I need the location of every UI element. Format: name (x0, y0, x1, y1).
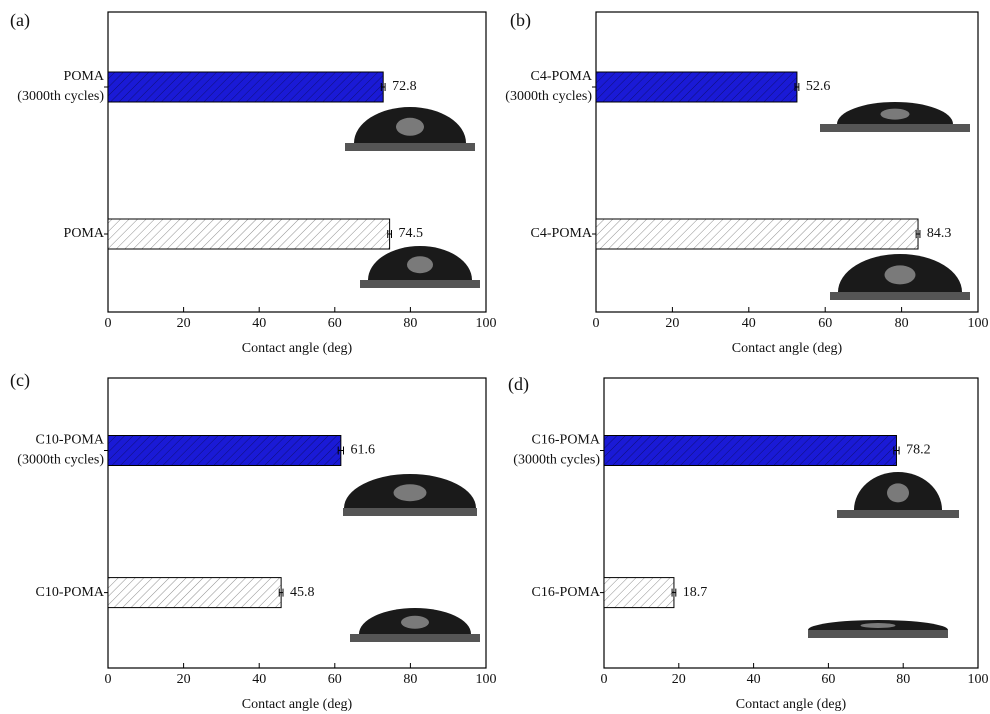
page: (a) 0 20 40 60 80 100 Contact angle (deg) 72.8 PO… (0, 0, 990, 714)
value-label: 52.6 (806, 79, 831, 94)
x-tick-label: 0 (601, 672, 608, 687)
x-tick-label: 20 (177, 672, 191, 687)
value-label: 74.5 (399, 226, 424, 241)
y-tick-label: POMA (64, 226, 105, 241)
substrate (345, 143, 475, 151)
x-tick-label: 60 (328, 672, 342, 687)
bar (596, 72, 797, 102)
x-axis-label: Contact angle (deg) (242, 341, 353, 356)
x-tick-label: 0 (105, 316, 112, 331)
y-tick-label: POMA (64, 69, 105, 84)
x-tick-label: 60 (821, 672, 835, 687)
y-tick-label: C16-POMA (532, 585, 601, 600)
x-tick-label: 40 (252, 316, 266, 331)
droplet-highlight (885, 265, 916, 284)
panel-label: (d) (508, 374, 529, 395)
value-label: 72.8 (392, 79, 417, 94)
x-tick-label: 20 (672, 672, 686, 687)
x-tick-label: 80 (896, 672, 910, 687)
bar (604, 578, 674, 608)
value-label: 84.3 (927, 226, 952, 241)
droplet-highlight (887, 483, 909, 502)
y-tick-label: C10-POMA (36, 433, 105, 448)
x-tick-label: 60 (818, 316, 832, 331)
x-tick-label: 100 (968, 672, 989, 687)
x-tick-label: 20 (177, 316, 191, 331)
y-tick-label: C16-POMA (532, 433, 601, 448)
x-tick-label: 60 (328, 316, 342, 331)
x-tick-label: 80 (403, 672, 417, 687)
bar (108, 436, 341, 466)
x-axis-label: Contact angle (deg) (732, 341, 843, 356)
substrate (837, 510, 959, 518)
x-tick-label: 80 (403, 316, 417, 331)
x-tick-label: 40 (252, 672, 266, 687)
bar (108, 578, 281, 608)
substrate (820, 124, 970, 132)
value-label: 61.6 (350, 443, 375, 458)
droplet-highlight (407, 256, 433, 273)
x-tick-label: 40 (747, 672, 761, 687)
y-tick-label: (3000th cycles) (17, 453, 104, 468)
y-tick-label: C4-POMA (531, 226, 593, 241)
substrate (808, 630, 948, 638)
bar (108, 72, 383, 102)
droplet-highlight (394, 484, 427, 501)
panel-label: (c) (10, 370, 30, 391)
x-tick-label: 40 (742, 316, 756, 331)
panel-label: (a) (10, 10, 30, 31)
x-tick-label: 0 (593, 316, 600, 331)
value-label: 45.8 (290, 585, 315, 600)
substrate (830, 292, 970, 300)
panel-label: (b) (510, 10, 531, 31)
droplet-highlight (401, 616, 429, 629)
bar (604, 436, 896, 466)
x-tick-label: 20 (665, 316, 679, 331)
droplet-highlight (881, 109, 910, 120)
y-tick-label: C10-POMA (36, 585, 105, 600)
y-tick-label: (3000th cycles) (17, 89, 104, 104)
droplet-highlight (861, 623, 896, 628)
x-tick-label: 100 (476, 672, 497, 687)
y-tick-label: (3000th cycles) (513, 453, 600, 468)
y-tick-label: C4-POMA (531, 69, 593, 84)
x-axis-label: Contact angle (deg) (242, 697, 353, 712)
x-tick-label: 100 (476, 316, 497, 331)
value-label: 78.2 (906, 443, 931, 458)
x-tick-label: 0 (105, 672, 112, 687)
figure: (a) 0 20 40 60 80 100 Contact angle (deg) 72.8 PO… (0, 0, 990, 714)
droplet-highlight (396, 118, 424, 136)
bar (596, 219, 918, 249)
y-tick-label: (3000th cycles) (505, 89, 592, 104)
bar (108, 219, 390, 249)
substrate (350, 634, 480, 642)
substrate (343, 508, 477, 516)
value-label: 18.7 (683, 585, 708, 600)
x-axis-label: Contact angle (deg) (736, 697, 847, 712)
substrate (360, 280, 480, 288)
x-tick-label: 80 (895, 316, 909, 331)
x-tick-label: 100 (968, 316, 989, 331)
